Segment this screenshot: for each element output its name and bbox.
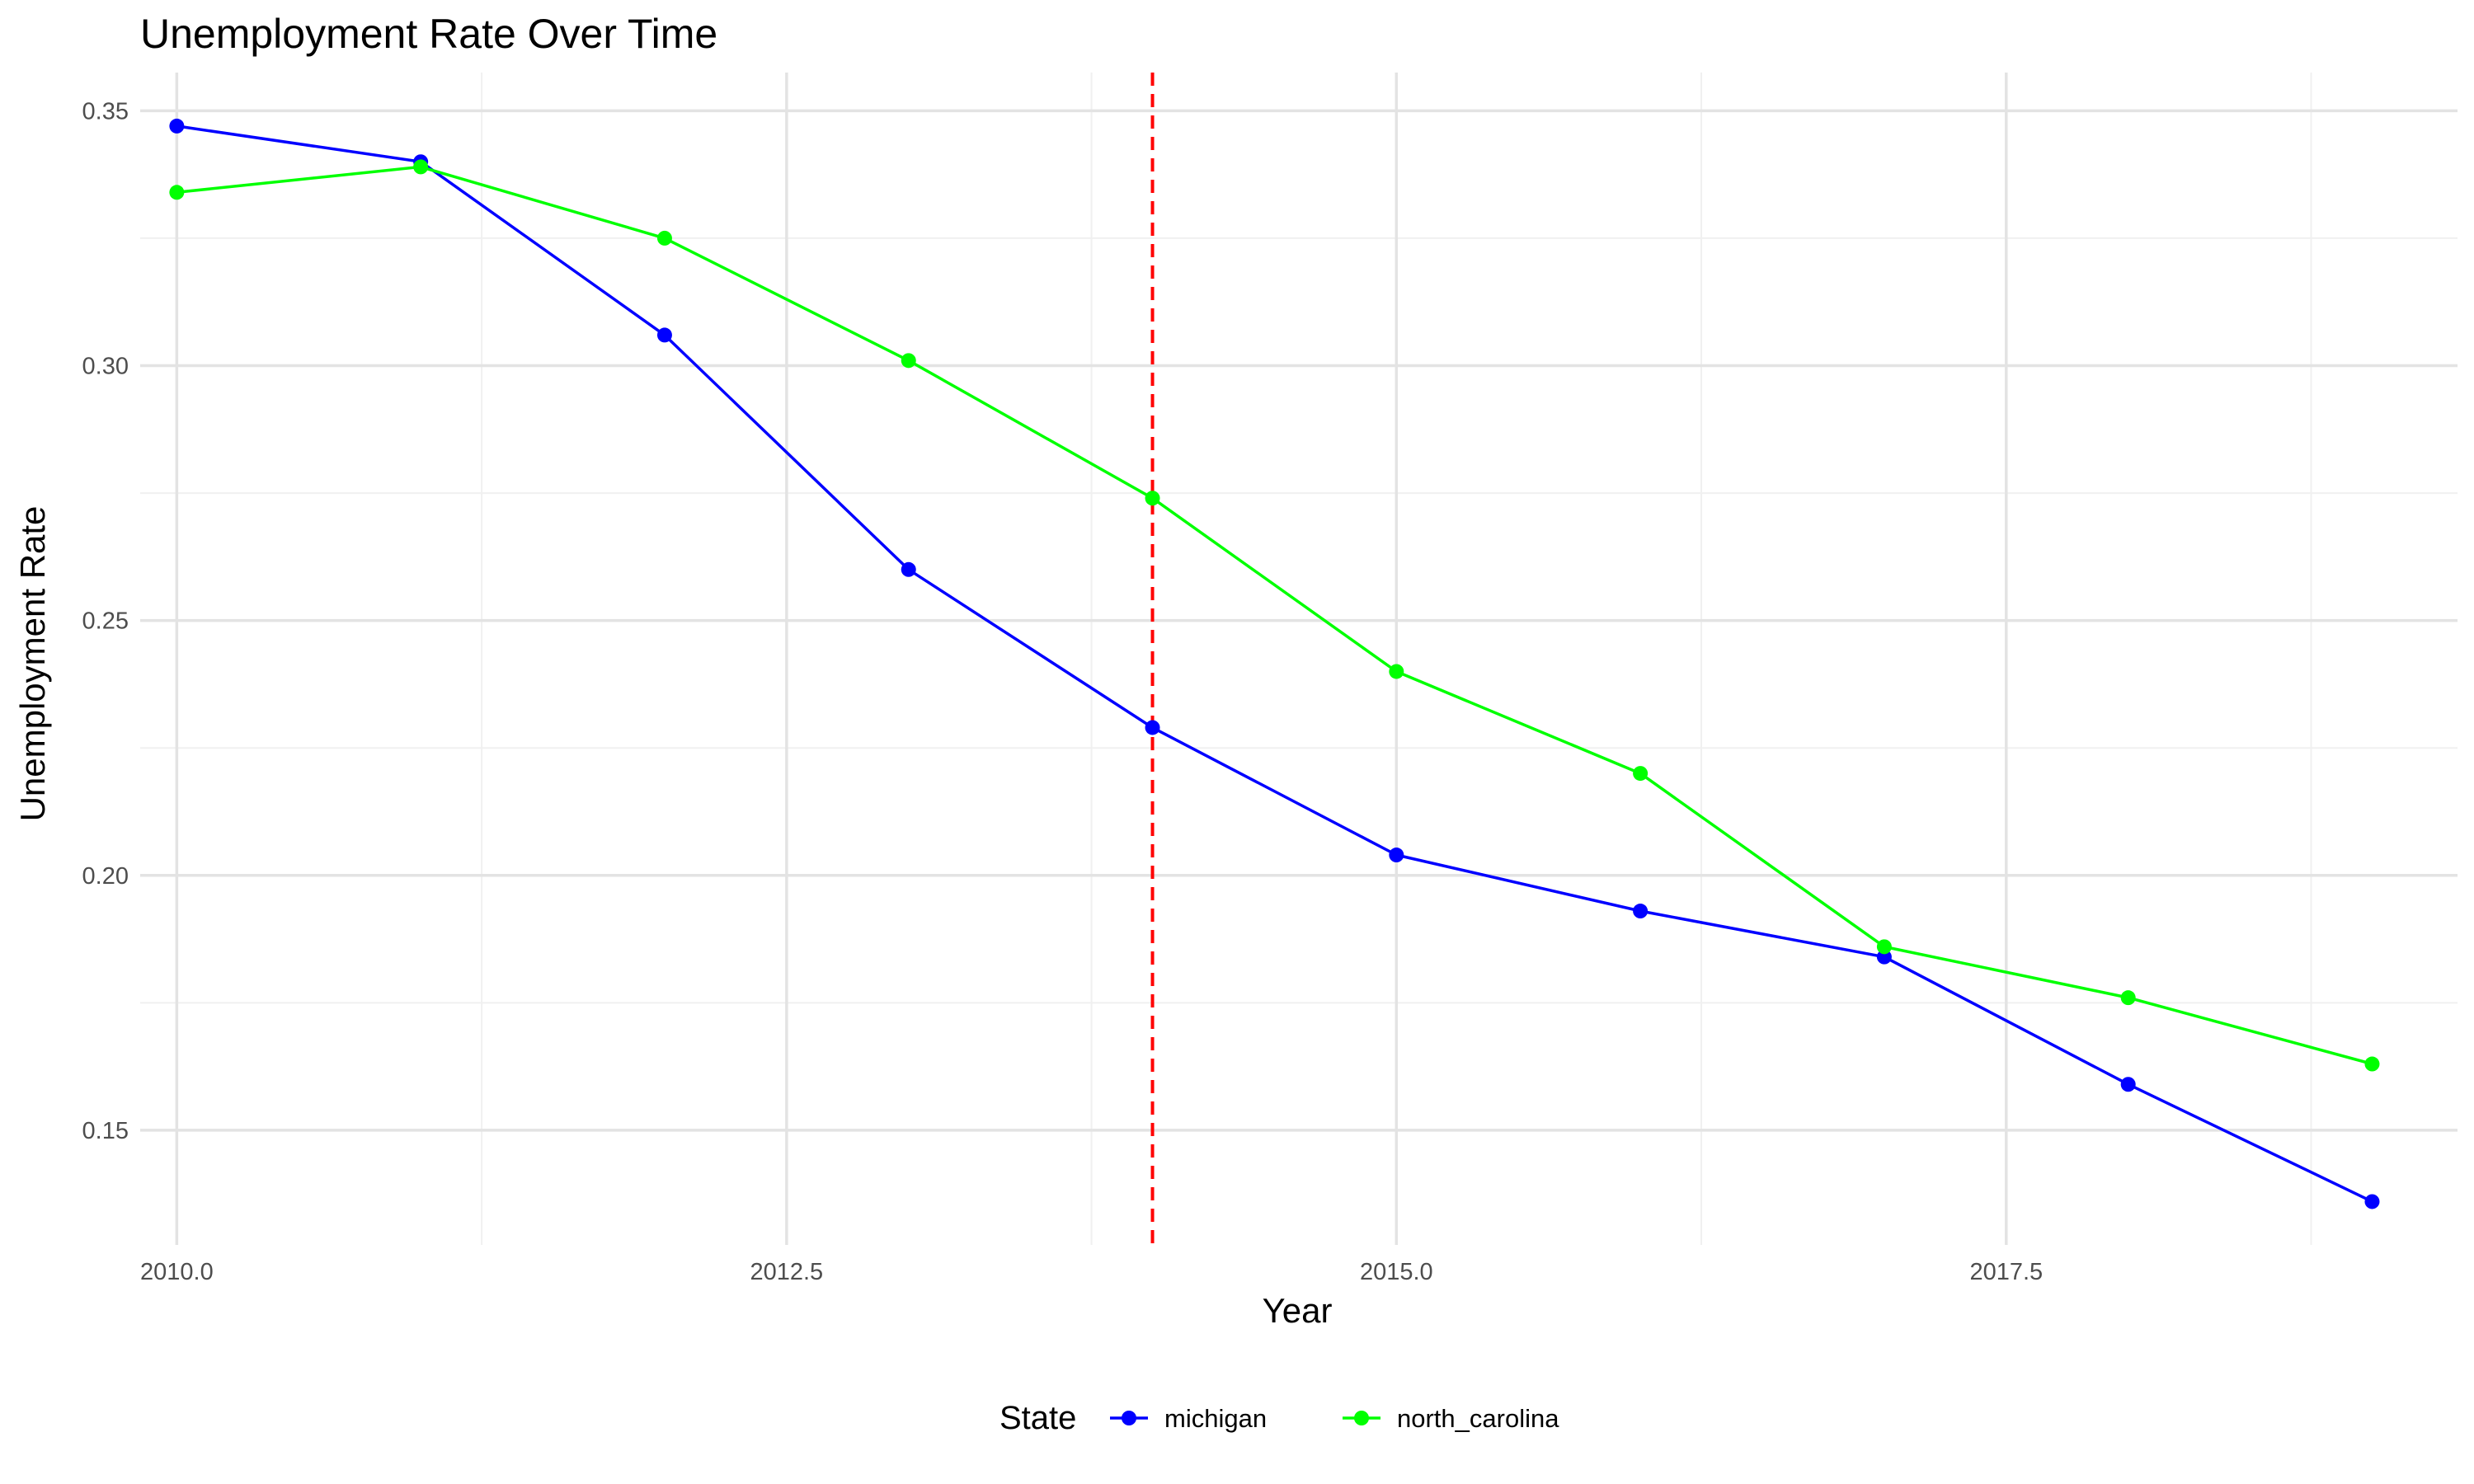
data-point-north_carolina [1389,664,1404,679]
data-point-michigan [1389,848,1404,863]
x-axis-tick-labels: 2010.0 2012.5 2015.0 2017.5 [140,1259,2043,1285]
data-point-michigan [1876,949,1892,965]
data-point-michigan [2364,1194,2380,1209]
minor-gridlines [140,73,2458,1245]
data-point-michigan [169,118,185,134]
y-tick-label: 0.35 [82,98,129,124]
x-tick-label: 2012.5 [750,1259,823,1285]
legend-key-point [1122,1411,1136,1425]
chart-title: Unemployment Rate Over Time [140,11,717,57]
series-line-north_carolina [176,165,2373,1066]
legend-label: michigan [1164,1404,1267,1433]
data-point-north_carolina [2120,990,2136,1006]
legend-item-michigan: michigan [1110,1404,1267,1433]
data-point-michigan [901,561,916,577]
data-point-michigan [656,327,672,343]
data-point-north_carolina [2364,1056,2380,1072]
legend-items: michigan north_carolina [1110,1404,1559,1433]
legend-title: State [999,1400,1076,1436]
x-tick-label: 2010.0 [140,1259,214,1285]
y-tick-label: 0.30 [82,354,129,380]
legend-item-north_carolina: north_carolina [1343,1404,1559,1433]
data-point-michigan [1633,904,1649,919]
legend-key-point [1354,1411,1369,1425]
y-axis-title: Unemployment Rate [13,506,52,822]
y-tick-label: 0.25 [82,608,129,635]
y-axis-tick-labels: 0.15 0.20 0.25 0.30 0.35 [82,98,129,1144]
data-point-michigan [1145,720,1160,735]
series-points [169,118,2380,1209]
data-point-north_carolina [1876,939,1892,955]
major-gridlines [140,73,2458,1245]
series-line-michigan [176,124,2373,1203]
legend: State michigan north_carolina [999,1400,1559,1436]
legend-label: north_carolina [1397,1404,1559,1433]
y-tick-label: 0.20 [82,863,129,890]
series-lines [176,124,2373,1203]
x-axis-title: Year [1263,1291,1333,1330]
data-point-north_carolina [656,230,672,246]
data-point-north_carolina [169,185,185,200]
x-tick-label: 2017.5 [1969,1259,2043,1285]
data-point-michigan [2120,1077,2136,1092]
data-point-north_carolina [1145,491,1160,506]
data-point-north_carolina [413,159,429,175]
y-tick-label: 0.15 [82,1118,129,1144]
data-point-north_carolina [901,353,916,369]
data-point-north_carolina [1633,766,1649,782]
x-tick-label: 2015.0 [1360,1259,1433,1285]
